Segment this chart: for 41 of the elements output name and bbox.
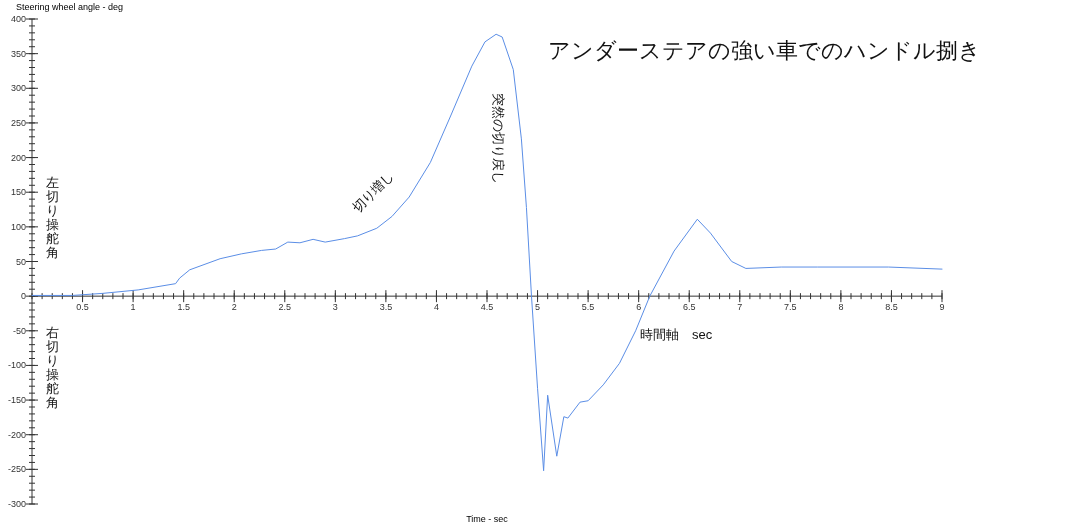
y-tick-label: 0 (20, 291, 26, 302)
y-tick-label: -300 (7, 499, 26, 509)
y-tick-label: -50 (12, 325, 26, 336)
x-tick-label: 7.5 (784, 302, 797, 313)
x-tick-label: 1 (130, 302, 136, 313)
annotation: 切り増し (349, 168, 397, 216)
x-tick-label: 9 (939, 302, 945, 313)
x-tick-label: 5 (535, 302, 541, 313)
y-tick-label: -200 (7, 429, 26, 440)
annotation: 左切り操舵角 (45, 175, 59, 260)
annotation: 突然の切り戻し (491, 92, 506, 184)
x-tick-label: 3.5 (379, 302, 393, 313)
x-tick-label: 2.5 (278, 302, 292, 313)
x-tick-label: 7 (737, 302, 743, 313)
y-tick-label: 350 (10, 48, 26, 59)
y-tick-label: 100 (10, 221, 26, 232)
y-tick-label: 150 (10, 187, 26, 198)
annotation: 右切り操舵角 (45, 325, 59, 410)
x-tick-label: 6.5 (682, 302, 696, 313)
annotation: 時間軸 sec (640, 327, 713, 342)
x-axis-title: Time - sec (466, 514, 509, 524)
x-tick-label: 2 (231, 302, 237, 313)
x-tick-label: 5.5 (581, 302, 595, 313)
x-tick-label: 3 (332, 302, 338, 313)
x-tick-label: 0.5 (76, 302, 89, 313)
x-tick-label: 4.5 (480, 302, 494, 313)
y-tick-label: 300 (10, 83, 26, 94)
x-tick-label: 4 (433, 302, 439, 313)
text: アンダーステアの強い車でのハンドル捌き (548, 38, 981, 63)
y-tick-label: 250 (10, 117, 26, 128)
y-axis-title: Steering wheel angle - deg (16, 2, 124, 12)
y-tick-label: -100 (7, 360, 26, 371)
y-tick-label: 200 (10, 152, 26, 163)
x-tick-label: 8 (838, 302, 844, 313)
y-tick-label: -250 (7, 464, 26, 475)
y-tick-label: 50 (15, 256, 26, 267)
x-tick-label: 6 (636, 302, 642, 313)
x-tick-label: 1.5 (177, 302, 190, 313)
y-tick-label: -150 (7, 395, 26, 406)
x-tick-label: 8.5 (885, 302, 898, 313)
y-tick-label: 400 (10, 14, 26, 24)
